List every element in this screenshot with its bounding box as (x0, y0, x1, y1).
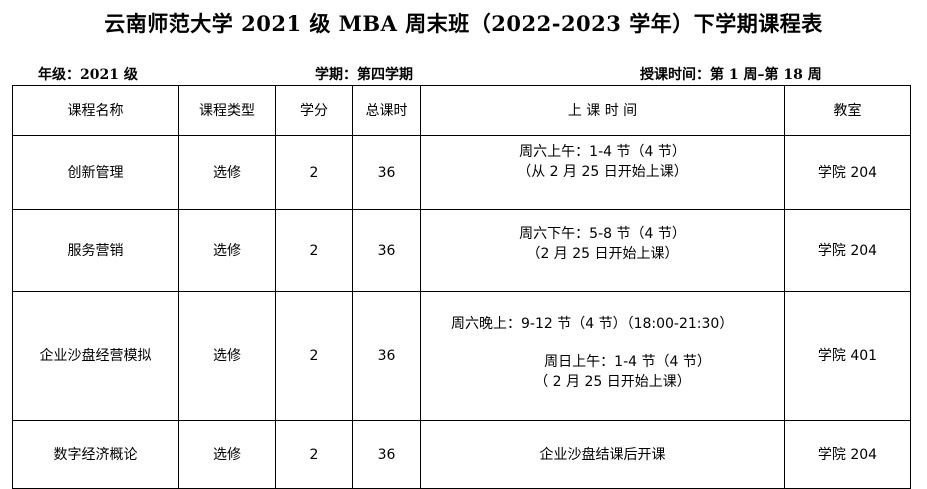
time-line: （从 2 月 25 日开始上课） (517, 164, 688, 180)
course-room: 学院 204 (784, 135, 911, 210)
header-cell: 课程名称 (12, 85, 179, 136)
course-hours: 36 (352, 291, 421, 421)
table-row: 企业沙盘经营模拟 选修 2 36 周六晚上：9-12 节（4 节）（18:00-… (12, 291, 911, 421)
course-room: 学院 204 (784, 209, 911, 292)
course-name: 数字经济概论 (12, 420, 179, 489)
time-line: 周六下午：5-8 节（4 节） (519, 226, 686, 242)
course-credit: 2 (275, 420, 353, 489)
course-room: 学院 401 (784, 291, 911, 421)
course-type: 选修 (178, 420, 276, 489)
period-label: 授课时间：第 1 周–第 18 周 (640, 67, 822, 83)
grade-label: 年级：2021 级 (38, 67, 138, 83)
course-time: 周六上午：1-4 节（4 节） （从 2 月 25 日开始上课） (420, 135, 785, 210)
course-hours: 36 (352, 135, 421, 210)
header-cell: 课程类型 (178, 85, 276, 136)
course-credit: 2 (275, 291, 353, 421)
course-type: 选修 (178, 135, 276, 210)
table-row: 创新管理 选修 2 36 周六上午：1-4 节（4 节） （从 2 月 25 日… (12, 135, 911, 210)
table-header-row: 课程名称 课程类型 学分 总课时 上 课 时 间 教室 (12, 85, 911, 136)
course-room: 学院 204 (784, 420, 911, 489)
course-time: 周六晚上：9-12 节（4 节）（18:00-21:30） 周日上午：1-4 节… (420, 291, 785, 421)
header-cell: 总课时 (352, 85, 421, 136)
course-credit: 2 (275, 135, 353, 210)
course-time: 企业沙盘结课后开课 (420, 420, 785, 489)
course-hours: 36 (352, 209, 421, 292)
time-line: （ 2 月 25 日开始上课） (534, 374, 691, 390)
course-credit: 2 (275, 209, 353, 292)
course-hours: 36 (352, 420, 421, 489)
time-line: （2 月 25 日开始上课） (526, 246, 679, 262)
table-row: 服务营销 选修 2 36 周六下午：5-8 节（4 节） （2 月 25 日开始… (12, 209, 911, 292)
semester-label: 学期：第四学期 (315, 67, 413, 83)
header-cell: 教室 (784, 85, 911, 136)
course-name: 创新管理 (12, 135, 179, 210)
course-time: 周六下午：5-8 节（4 节） （2 月 25 日开始上课） (420, 209, 785, 292)
time-line: 周六晚上：9-12 节（4 节）（18:00-21:30） (451, 316, 734, 332)
schedule-table: 课程名称 课程类型 学分 总课时 上 课 时 间 教室 创新管理 选修 2 36… (12, 85, 911, 489)
course-type: 选修 (178, 291, 276, 421)
header-cell: 学分 (275, 85, 353, 136)
course-name: 企业沙盘经营模拟 (12, 291, 179, 421)
time-line: 周日上午：1-4 节（4 节） (544, 354, 711, 370)
time-line: 周六上午：1-4 节（4 节） (519, 144, 686, 160)
time-line: 企业沙盘结课后开课 (539, 446, 666, 463)
page-title: 云南师范大学 2021 级 MBA 周末班（2022-2023 学年）下学期课程… (104, 11, 823, 36)
course-type: 选修 (178, 209, 276, 292)
table-row: 数字经济概论 选修 2 36 企业沙盘结课后开课 学院 204 (12, 420, 911, 489)
header-cell: 上 课 时 间 (420, 85, 785, 136)
course-name: 服务营销 (12, 209, 179, 292)
